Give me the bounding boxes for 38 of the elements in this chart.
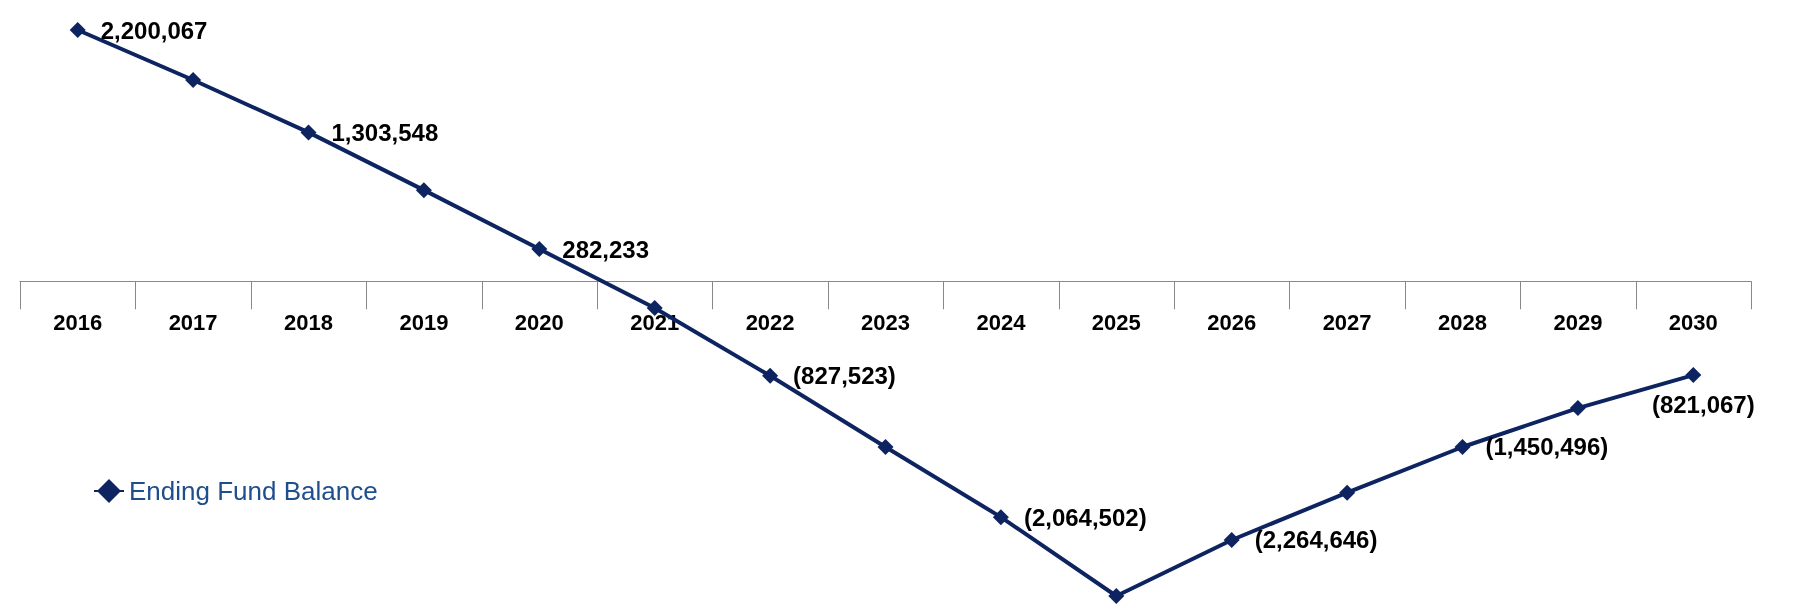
x-tick-label: 2024 — [976, 309, 1027, 335]
point — [877, 438, 894, 455]
x-tick-label: 2016 — [53, 309, 103, 335]
x-tick-label: 2023 — [861, 309, 910, 335]
x-tick-label: 2025 — [1091, 309, 1141, 335]
x-tick-label: 2020 — [514, 309, 564, 335]
x-tick-label: 2026 — [1207, 309, 1257, 335]
x-tick-label: 2022 — [745, 309, 795, 335]
data-label: 2,200,067 — [100, 16, 208, 44]
point — [1569, 400, 1586, 417]
point — [415, 182, 432, 199]
point — [1108, 588, 1125, 604]
x-tick-label: 2027 — [1322, 309, 1372, 335]
point — [531, 241, 548, 258]
point — [1339, 484, 1356, 501]
data-label: (2,064,502) — [1023, 503, 1147, 531]
data-label: 1,303,548 — [331, 118, 439, 146]
data-label: (827,523) — [793, 362, 896, 390]
x-tick-label: 2028 — [1438, 309, 1487, 335]
point — [762, 367, 779, 384]
point — [185, 72, 202, 89]
point — [1454, 438, 1471, 455]
x-tick-label: 2029 — [1553, 309, 1603, 335]
legend-label: Ending Fund Balance — [129, 476, 378, 506]
x-tick-label: 2030 — [1668, 309, 1718, 335]
point — [1685, 367, 1702, 384]
x-tick-label: 2018 — [284, 309, 333, 335]
data-label: (1,450,496) — [1485, 433, 1609, 461]
x-tick-label: 2019 — [399, 309, 449, 335]
data-label: (821,067) — [1651, 390, 1755, 418]
point — [1223, 531, 1240, 548]
x-tick-label: 2017 — [168, 309, 218, 335]
point — [992, 509, 1009, 526]
point — [300, 124, 317, 141]
x-tick-label: 2021 — [630, 309, 680, 335]
data-label: (2,264,646) — [1254, 526, 1378, 554]
point — [69, 22, 86, 38]
data-label: 282,233 — [562, 235, 650, 263]
